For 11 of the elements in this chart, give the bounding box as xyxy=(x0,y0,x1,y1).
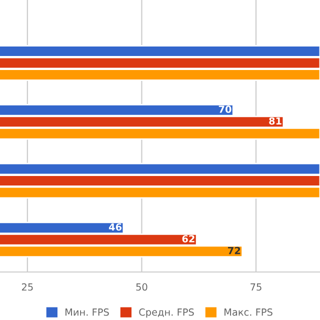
data-label: 70 xyxy=(218,106,232,113)
data-label: 62 xyxy=(182,235,194,242)
legend-label: Мин. FPS xyxy=(66,308,109,316)
data-label: 81 xyxy=(269,117,282,125)
data-label: 72 xyxy=(228,246,240,254)
x-tick-label: 75 xyxy=(250,283,262,291)
data-label: 46 xyxy=(108,223,122,231)
x-tick-label: 50 xyxy=(136,283,148,291)
x-tick-label: 25 xyxy=(22,283,33,291)
legend-label: Макс. FPS xyxy=(224,308,272,316)
legend-label: Средн. FPS xyxy=(139,308,194,318)
